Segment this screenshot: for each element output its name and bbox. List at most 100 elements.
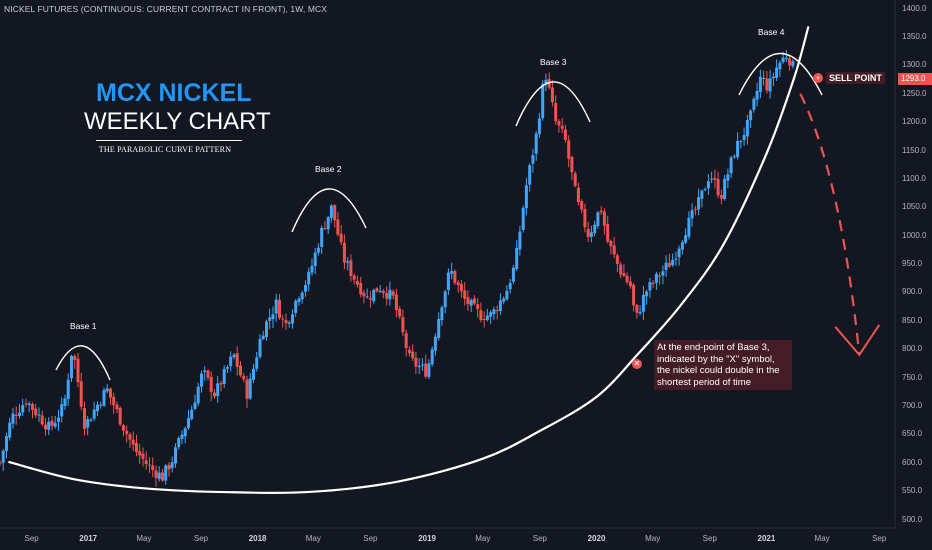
candle bbox=[648, 277, 652, 298]
candle bbox=[414, 352, 418, 375]
candle-body bbox=[784, 57, 788, 59]
candle bbox=[463, 282, 467, 306]
candle-body bbox=[693, 209, 697, 210]
candle bbox=[726, 168, 730, 189]
candle-body bbox=[550, 87, 554, 102]
candle bbox=[388, 281, 392, 306]
candle bbox=[411, 344, 415, 361]
candle bbox=[333, 204, 337, 228]
candle bbox=[521, 205, 525, 233]
candle bbox=[433, 333, 437, 356]
candle-body bbox=[697, 197, 701, 210]
symbol-header[interactable]: NICKEL FUTURES (CONTINUOUS: CURRENT CONT… bbox=[4, 4, 328, 14]
candle-body bbox=[619, 264, 623, 275]
candle-body bbox=[18, 412, 21, 416]
candle bbox=[274, 293, 278, 322]
candle-body bbox=[466, 297, 470, 305]
candle bbox=[752, 96, 756, 113]
y-tick-label: 750.0 bbox=[902, 372, 923, 382]
candle bbox=[661, 265, 665, 285]
candle bbox=[706, 174, 710, 195]
candle bbox=[472, 295, 476, 306]
candle-body bbox=[170, 462, 174, 469]
candle bbox=[420, 358, 424, 371]
candle bbox=[511, 264, 515, 284]
candle bbox=[576, 182, 580, 206]
candle-body bbox=[583, 209, 587, 228]
candle-body bbox=[482, 319, 486, 320]
candle bbox=[14, 406, 18, 425]
candle bbox=[401, 309, 405, 337]
candle bbox=[713, 169, 717, 189]
candle bbox=[658, 272, 662, 285]
candle bbox=[209, 371, 213, 401]
y-tick-label: 800.0 bbox=[902, 344, 923, 354]
candle bbox=[170, 456, 174, 473]
candle bbox=[131, 431, 135, 452]
candle bbox=[47, 417, 51, 435]
base-1-arc bbox=[55, 345, 111, 381]
y-tick-label: 500.0 bbox=[902, 514, 923, 524]
candle bbox=[459, 280, 463, 298]
candle-body bbox=[265, 321, 268, 337]
candle-body bbox=[235, 353, 239, 367]
candle-body bbox=[625, 275, 629, 283]
candle bbox=[187, 409, 190, 430]
candle bbox=[739, 139, 743, 149]
candle bbox=[281, 315, 285, 328]
candle bbox=[443, 289, 447, 314]
candle bbox=[440, 305, 444, 326]
candle-body bbox=[34, 408, 38, 416]
x-tick-label: Sep bbox=[363, 534, 378, 543]
candle-body bbox=[775, 67, 779, 78]
candle bbox=[557, 119, 561, 133]
candle-body bbox=[456, 282, 460, 286]
candle-body bbox=[248, 378, 252, 399]
candle-body bbox=[710, 178, 714, 180]
candle bbox=[313, 247, 317, 274]
candle bbox=[593, 220, 597, 237]
candle bbox=[716, 171, 720, 199]
candle bbox=[177, 436, 181, 450]
candle bbox=[99, 401, 103, 409]
candle bbox=[602, 208, 606, 235]
candle bbox=[498, 293, 502, 315]
x-tick-label: 2018 bbox=[248, 534, 267, 543]
candle-body bbox=[524, 185, 528, 209]
candle-body bbox=[79, 381, 83, 407]
y-tick-label: 550.0 bbox=[902, 486, 923, 496]
candle-body bbox=[190, 409, 194, 420]
candle bbox=[453, 269, 457, 286]
base-2-arc bbox=[291, 188, 367, 233]
candle bbox=[479, 302, 483, 323]
candle-body bbox=[138, 451, 142, 456]
x-tick-label: May bbox=[814, 534, 830, 543]
title-divider bbox=[96, 140, 242, 141]
candle bbox=[619, 261, 623, 279]
candle bbox=[307, 267, 311, 292]
candle-body bbox=[541, 83, 545, 119]
candle bbox=[550, 80, 554, 107]
candle bbox=[138, 443, 142, 464]
candle-body bbox=[8, 422, 12, 438]
candle bbox=[96, 401, 99, 417]
candle bbox=[157, 466, 161, 482]
candle bbox=[1, 448, 5, 471]
candle-body bbox=[752, 98, 756, 110]
candle bbox=[323, 221, 327, 231]
candle bbox=[615, 253, 619, 272]
candle-body bbox=[476, 304, 480, 310]
candle bbox=[53, 415, 57, 429]
candle-body bbox=[703, 189, 707, 191]
candle bbox=[183, 426, 187, 444]
candle bbox=[430, 346, 434, 367]
candle-body bbox=[664, 262, 668, 270]
candle bbox=[190, 405, 194, 421]
candle-body bbox=[450, 271, 454, 274]
candle-body bbox=[518, 231, 522, 250]
candle-body bbox=[469, 300, 473, 306]
candle bbox=[229, 351, 233, 372]
base-3-arc bbox=[515, 81, 591, 127]
candle-body bbox=[92, 409, 96, 419]
